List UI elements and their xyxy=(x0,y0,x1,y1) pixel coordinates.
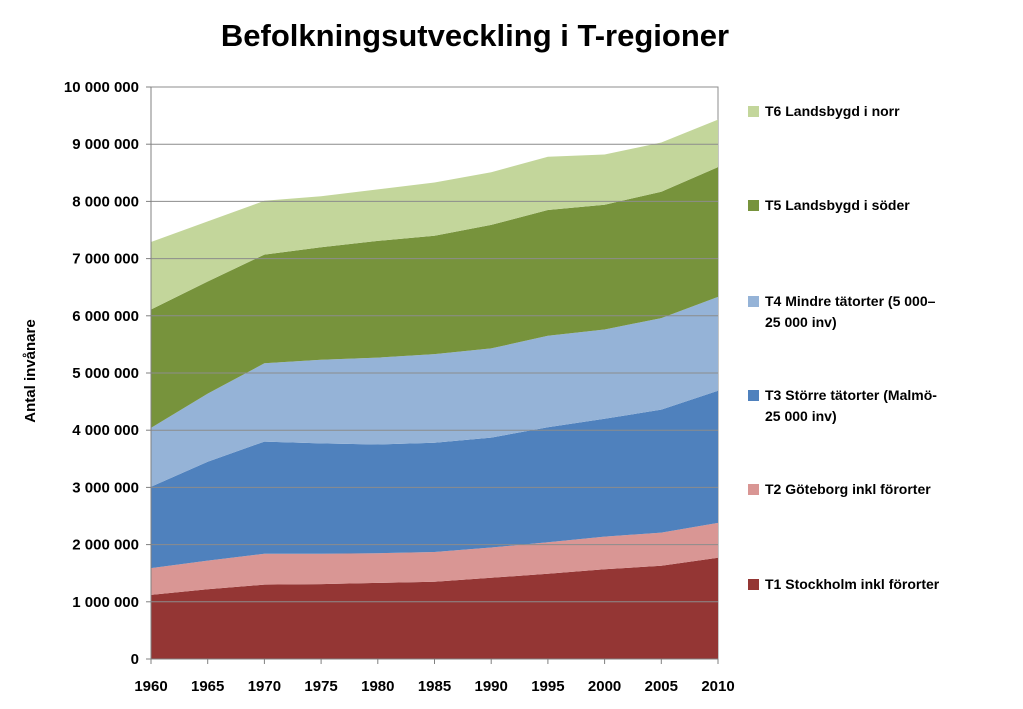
legend-swatch-t5 xyxy=(748,200,759,211)
area-series-3 xyxy=(151,390,718,569)
legend-label-t6: T6 Landsbygd i norr xyxy=(765,101,1005,122)
y-tick-label: 10 000 000 xyxy=(64,79,139,96)
x-tick-label: 2005 xyxy=(645,678,678,695)
x-tick-label: 2010 xyxy=(701,678,734,695)
x-tick-label: 1995 xyxy=(531,678,564,695)
legend-label-t3: T3 Större tätorter (Malmö- 25 000 inv) xyxy=(765,385,1005,427)
y-tick-label: 1 000 000 xyxy=(72,594,139,611)
x-tick-label: 1980 xyxy=(361,678,394,695)
legend-label-t5: T5 Landsbygd i söder xyxy=(765,195,1005,216)
y-tick-label: 5 000 000 xyxy=(72,365,139,382)
x-tick-label: 1965 xyxy=(191,678,224,695)
legend-label-t2: T2 Göteborg inkl förorter xyxy=(765,479,1005,500)
y-tick-label: 6 000 000 xyxy=(72,308,139,325)
x-tick-label: 1990 xyxy=(475,678,508,695)
legend-line: T3 Större tätorter (Malmö- xyxy=(765,387,937,403)
area-series-4 xyxy=(151,296,718,487)
legend-line: T4 Mindre tätorter (5 000– xyxy=(765,293,936,309)
x-tick-label: 1985 xyxy=(418,678,451,695)
legend-label-t1: T1 Stockholm inkl förorter xyxy=(765,574,1005,595)
area-series-1 xyxy=(151,557,718,659)
legend-swatch-t2 xyxy=(748,484,759,495)
area-series-5 xyxy=(151,167,718,428)
legend-swatch-t4 xyxy=(748,296,759,307)
y-tick-label: 2 000 000 xyxy=(72,537,139,554)
x-tick-label: 2000 xyxy=(588,678,621,695)
y-tick-label: 8 000 000 xyxy=(72,193,139,210)
area-series-6 xyxy=(151,119,718,310)
legend-line: 25 000 inv) xyxy=(765,314,837,330)
legend-label-t4: T4 Mindre tätorter (5 000– 25 000 inv) xyxy=(765,291,1005,333)
legend-swatch-t1 xyxy=(748,579,759,590)
x-tick-label: 1960 xyxy=(134,678,167,695)
y-axis-label: Antal invånare xyxy=(22,319,39,422)
y-tick-label: 0 xyxy=(131,651,139,668)
chart-title: Befolkningsutveckling i T-regioner xyxy=(220,18,730,53)
y-tick-label: 4 000 000 xyxy=(72,422,139,439)
legend-line: T5 Landsbygd i söder xyxy=(765,197,910,213)
y-tick-label: 7 000 000 xyxy=(72,251,139,268)
legend-line: T1 Stockholm inkl förorter xyxy=(765,576,940,592)
y-tick-label: 3 000 000 xyxy=(72,479,139,496)
x-tick-label: 1970 xyxy=(248,678,281,695)
area-series-2 xyxy=(151,522,718,595)
legend-swatch-t6 xyxy=(748,106,759,117)
legend-line: 25 000 inv) xyxy=(765,408,837,424)
legend-swatch-t3 xyxy=(748,390,759,401)
legend-line: T2 Göteborg inkl förorter xyxy=(765,481,931,497)
y-tick-label: 9 000 000 xyxy=(72,136,139,153)
x-tick-label: 1975 xyxy=(304,678,337,695)
legend-line: T6 Landsbygd i norr xyxy=(765,103,900,119)
